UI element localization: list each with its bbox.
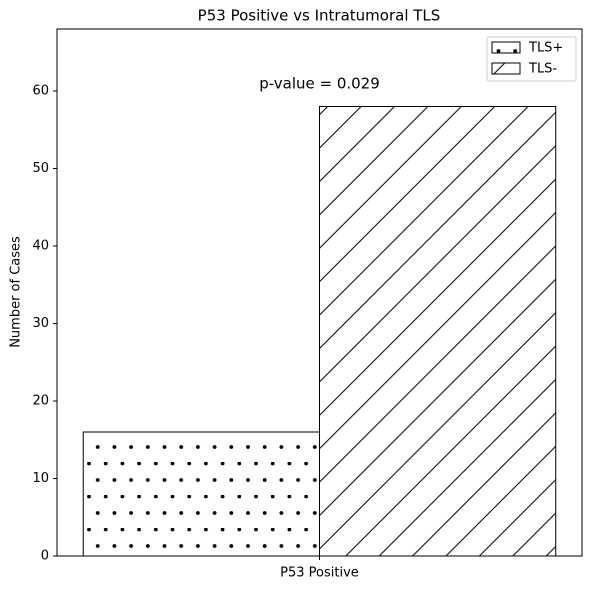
y-tick-label: 50 <box>32 161 49 176</box>
y-tick-label: 40 <box>32 239 49 254</box>
plot-frame <box>56 28 583 557</box>
bar <box>319 106 557 557</box>
y-tick-label: 0 <box>41 549 49 564</box>
bar <box>82 431 320 557</box>
y-tick-label: 60 <box>32 84 49 99</box>
annotation: p-value = 0.029 <box>259 75 380 93</box>
legend-label: TLS- <box>528 62 557 77</box>
x-tick-label: P53 Positive <box>280 566 359 581</box>
legend-swatch <box>491 62 521 75</box>
y-tick-label: 10 <box>32 471 49 486</box>
y-tick-label: 30 <box>32 316 49 331</box>
legend-swatch <box>491 41 521 54</box>
y-axis-label: Number of Cases <box>9 236 24 348</box>
y-tick-label: 20 <box>32 394 49 409</box>
chart-title: P53 Positive vs Intratumoral TLS <box>198 7 441 25</box>
legend-label: TLS+ <box>528 41 563 56</box>
